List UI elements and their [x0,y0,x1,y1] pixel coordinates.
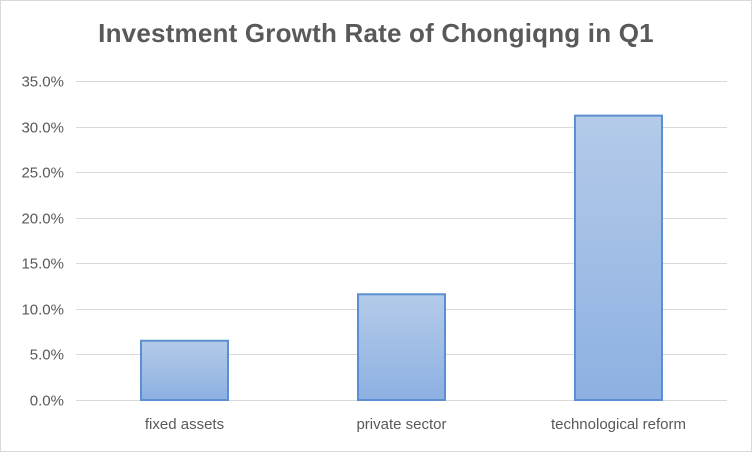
x-axis-labels: fixed assets private sector technological … [145,416,686,433]
y-tick-label: 25.0% [21,165,64,182]
bars [140,114,663,402]
y-tick-label: 10.0% [21,302,64,319]
x-category-label: private sector [356,416,446,433]
y-tick-label: 20.0% [21,211,64,228]
bar [574,114,663,402]
y-tick-label: 15.0% [21,256,64,273]
bar [357,293,446,402]
y-tick-label: 5.0% [30,347,64,364]
chart-title: Investment Growth Rate of Chongiqng in Q… [98,18,654,48]
y-tick-label: 0.0% [30,393,64,410]
y-tick-label: 35.0% [21,74,64,91]
x-category-label: technological reform [551,416,686,433]
y-tick-label: 30.0% [21,120,64,137]
bar [140,339,229,401]
y-axis-ticks: 0.0% 5.0% 10.0% 15.0% 20.0% 25.0% 30.0% 35.0% [21,74,64,410]
x-category-label: fixed assets [145,416,224,433]
